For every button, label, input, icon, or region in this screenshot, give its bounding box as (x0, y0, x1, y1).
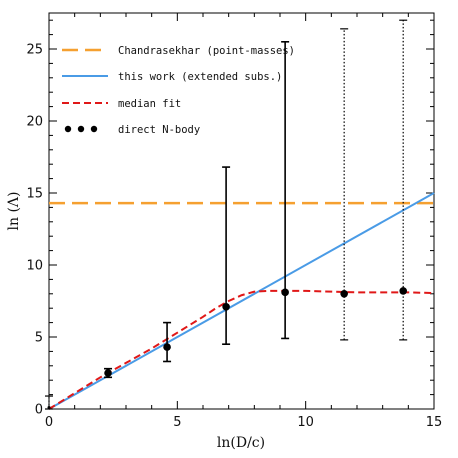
nbody-layer (45, 19, 408, 410)
nbody-point (399, 287, 408, 295)
y-tick-label: 10 (26, 259, 43, 274)
series-layer (48, 192, 435, 410)
legend-label-chandrasekhar: Chandrasekhar (point-masses) (118, 45, 295, 57)
nbody-point (222, 302, 230, 311)
nbody-point (340, 290, 348, 298)
nbody-point (281, 288, 289, 297)
nbody-point (163, 343, 171, 351)
x-tick-label: 15 (426, 415, 443, 430)
nbody-point (47, 406, 51, 410)
nbody-point (104, 369, 112, 377)
series-this-work-line (48, 192, 435, 410)
legend-marker-nbody-1 (64, 125, 72, 133)
x-tick-label: 5 (173, 415, 181, 430)
legend-marker-nbody-2 (77, 125, 85, 133)
legend-label-this-work: this work (extended subs.) (118, 71, 282, 83)
series-median-fit-line (48, 289, 435, 410)
legend-label-median-fit: median fit (118, 98, 181, 110)
y-tick-label: 15 (26, 187, 43, 202)
y-tick-label: 25 (26, 43, 43, 58)
y-tick-label: 5 (35, 331, 43, 346)
y-tick-label: 0 (35, 403, 43, 418)
plot-frame (48, 12, 435, 410)
x-tick-label: 0 (45, 415, 53, 430)
x-tick-label: 10 (297, 415, 314, 430)
x-axis-title: ln(D/c) (217, 435, 265, 451)
y-tick-label: 20 (26, 115, 43, 130)
legend: Chandrasekhar (point-masses) this work (… (62, 45, 295, 136)
y-axis-title: ln (Λ) (6, 192, 22, 231)
legend-marker-nbody-3 (90, 125, 98, 133)
legend-label-nbody: direct N-body (118, 124, 200, 136)
axis-ticks: 0 5 10 15 0 5 10 15 20 25 (26, 13, 442, 430)
